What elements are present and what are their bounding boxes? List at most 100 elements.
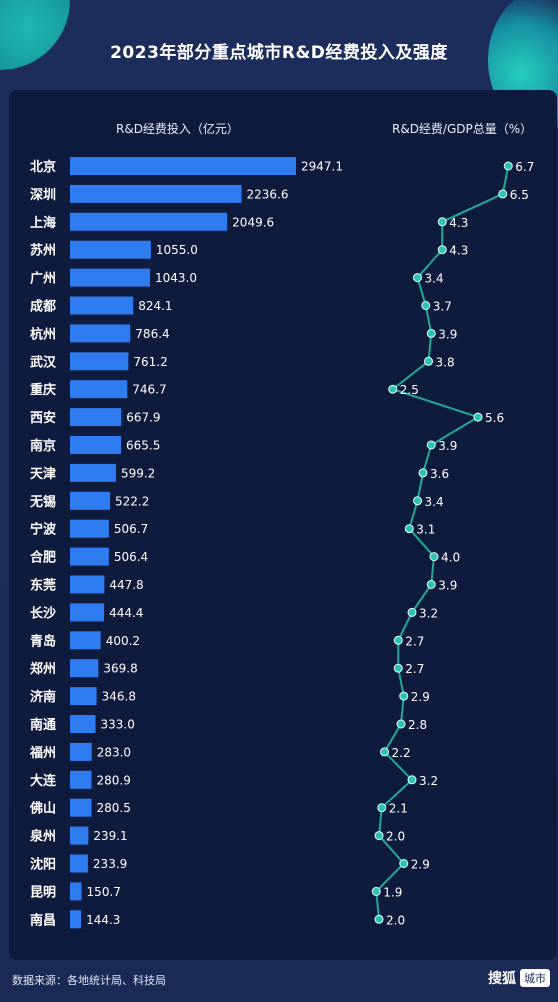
brand-name: 搜狐 <box>488 971 516 987</box>
bar-value-label: 333.0 <box>101 718 135 732</box>
city-label: 沈阳 <box>30 857 56 873</box>
ratio-value-label: 6.7 <box>515 160 534 174</box>
bar <box>70 826 89 845</box>
ratio-point <box>418 468 428 478</box>
data-source: 数据来源：各地统计局、科技局 <box>12 974 166 987</box>
ratio-chart-header: R&D经费/GDP总量（%） <box>392 122 533 136</box>
city-label: 南昌 <box>30 912 56 928</box>
bar-value-label: 400.2 <box>106 634 140 648</box>
ratio-point <box>413 496 422 506</box>
ratio-line <box>375 165 510 920</box>
city-label: 南通 <box>30 717 56 733</box>
bar-value-label: 522.2 <box>115 494 149 508</box>
bar <box>70 910 82 929</box>
ratio-point <box>421 301 431 310</box>
ratio-value-label: 3.6 <box>430 467 449 481</box>
ratio-point <box>399 691 409 701</box>
city-label: 大连 <box>30 773 57 789</box>
city-label: 佛山 <box>29 801 56 817</box>
bar <box>70 463 116 482</box>
city-label: 长沙 <box>30 605 56 621</box>
ratio-point <box>426 328 436 338</box>
city-label: 苏州 <box>30 243 56 259</box>
bar <box>70 575 105 594</box>
ratio-value-label: 2.0 <box>386 913 405 927</box>
ratio-value-label: 3.2 <box>419 774 438 788</box>
bar-value-label: 233.9 <box>93 857 127 871</box>
ratio-value-label: 6.5 <box>510 188 529 202</box>
bar <box>70 408 122 427</box>
bar <box>70 715 96 733</box>
ratio-value-label: 2.0 <box>386 830 405 844</box>
ratio-value-label: 3.9 <box>438 579 457 593</box>
bar-value-label: 2236.6 <box>247 187 289 201</box>
ratio-point <box>393 635 403 645</box>
bar <box>70 268 150 287</box>
bar <box>70 352 129 371</box>
ratio-point <box>498 189 508 199</box>
bar <box>70 380 128 399</box>
brand-logo: 搜狐 城市 <box>488 968 550 988</box>
city-label: 泉州 <box>30 829 56 845</box>
bar <box>70 603 105 622</box>
bar <box>70 854 88 873</box>
city-label: 天津 <box>30 466 56 482</box>
bar-value-label: 346.8 <box>102 690 136 704</box>
bar <box>70 184 242 203</box>
city-label: 西安 <box>30 410 56 426</box>
bar-value-label: 786.4 <box>135 327 169 341</box>
bar <box>70 882 82 901</box>
bar-value-label: 1043.0 <box>155 271 197 285</box>
ratio-point <box>396 719 406 729</box>
ratio-value-label: 4.0 <box>441 551 460 565</box>
bar <box>70 240 151 259</box>
bar <box>70 547 109 566</box>
ratio-point <box>377 803 387 813</box>
bar-value-label: 746.7 <box>132 383 166 397</box>
ratio-value-label: 2.7 <box>405 634 424 648</box>
ratio-value-label: 3.7 <box>433 300 452 314</box>
city-label: 合肥 <box>30 550 56 566</box>
ratio-point <box>429 552 439 562</box>
bar-value-label: 2947.1 <box>301 160 343 174</box>
bar-value-label: 444.4 <box>109 606 143 620</box>
bar-value-label: 239.1 <box>93 829 127 843</box>
city-label: 济南 <box>30 689 56 705</box>
bar-value-label: 761.2 <box>133 355 167 369</box>
ratio-value-label: 2.2 <box>392 746 411 760</box>
ratio-point <box>374 831 384 841</box>
ratio-point <box>393 663 403 673</box>
city-label: 南京 <box>30 438 56 454</box>
ratio-value-label: 2.5 <box>400 383 419 397</box>
ratio-point <box>437 217 447 227</box>
brand-tag: 城市 <box>520 969 550 987</box>
ratio-point <box>426 440 436 450</box>
ratio-point <box>413 273 422 283</box>
city-label: 深圳 <box>30 187 56 203</box>
ratio-point <box>407 607 417 617</box>
page-title: 2023年部分重点城市R&D经费投入及强度 <box>110 43 448 63</box>
bar <box>70 659 99 678</box>
ratio-point <box>437 245 447 255</box>
bar-value-label: 280.5 <box>97 801 131 815</box>
ratio-value-label: 4.3 <box>449 216 468 230</box>
bar <box>70 296 134 315</box>
ratio-value-label: 3.9 <box>438 327 457 341</box>
ratio-point <box>399 859 409 868</box>
city-label: 武汉 <box>30 354 57 370</box>
bar-value-label: 144.3 <box>86 913 120 927</box>
ratio-value-label: 3.1 <box>416 523 435 537</box>
bar-value-label: 150.7 <box>87 885 121 899</box>
bar-value-label: 667.9 <box>126 411 160 425</box>
ratio-point <box>371 886 381 896</box>
city-label: 宁波 <box>30 522 57 538</box>
bar <box>70 770 92 789</box>
ratio-point <box>424 356 433 366</box>
ratio-value-label: 3.4 <box>425 495 444 509</box>
bar-value-label: 2049.6 <box>232 215 274 229</box>
bar-chart-header: R&D经费投入（亿元） <box>116 122 239 136</box>
ratio-value-label: 2.9 <box>411 858 430 872</box>
city-label: 东莞 <box>30 578 56 594</box>
